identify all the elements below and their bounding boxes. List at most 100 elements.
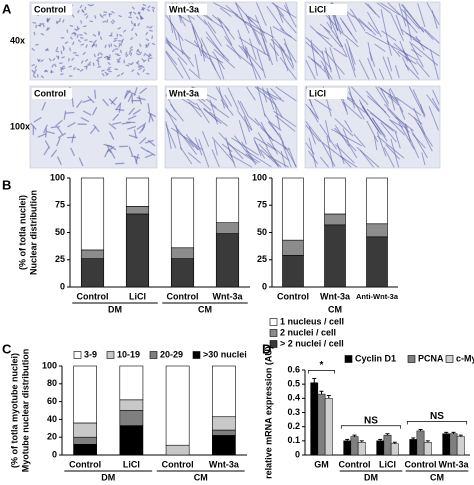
cell-texture: [397, 51, 412, 63]
cell-texture: [132, 109, 141, 115]
bar-segment: [212, 365, 236, 418]
x-tick-label: Control: [162, 459, 194, 469]
legend-label: > 2 nuclei / cell: [280, 338, 344, 348]
y-tick-label: 0.2: [287, 421, 300, 431]
cell-texture: [120, 49, 122, 54]
cell-texture: [218, 18, 230, 32]
cell-texture: [102, 98, 109, 107]
cell-texture: [198, 139, 210, 168]
bar-segment: [119, 410, 144, 426]
cell-texture: [339, 17, 353, 36]
cell-texture: [137, 22, 141, 27]
cell-texture: [238, 37, 269, 57]
legend-swatch: [407, 355, 416, 363]
cell-texture: [238, 120, 247, 145]
bar-segment: [80, 249, 105, 259]
cell-texture: [71, 97, 74, 108]
cell-texture: [146, 8, 151, 12]
bar-segment: [170, 247, 195, 259]
cell-texture: [91, 44, 95, 48]
cell-texture: [135, 16, 139, 20]
cell-texture: [79, 4, 83, 9]
cell-texture: [147, 139, 156, 147]
cell-texture: [171, 127, 187, 139]
cell-texture: [231, 137, 259, 156]
cell-texture: [211, 137, 235, 164]
bar-segment: [212, 416, 236, 431]
cell-texture: [138, 95, 142, 105]
cell-texture: [266, 6, 285, 32]
cell-texture: [138, 125, 146, 134]
cell-texture: [92, 106, 98, 116]
bar: [442, 433, 451, 456]
cell-texture: [119, 42, 123, 46]
cell-texture: [409, 41, 424, 68]
panel-label: D: [262, 341, 271, 356]
cell-texture: [82, 52, 86, 55]
cell-texture: [98, 32, 101, 36]
cell-texture: [112, 121, 122, 125]
cell-texture: [120, 40, 123, 44]
cell-texture: [283, 42, 297, 63]
cell-texture: [383, 147, 395, 168]
cell-texture: [87, 3, 92, 7]
cell-texture: [258, 143, 282, 168]
y-tick-label: 0.6: [287, 364, 300, 374]
cell-texture: [211, 149, 220, 168]
cell-texture: [285, 2, 291, 16]
legend-swatch: [344, 355, 353, 363]
x-tick-label: LiCl: [379, 459, 396, 469]
cell-texture: [342, 98, 349, 115]
cell-texture: [50, 149, 57, 158]
cell-texture: [246, 86, 256, 101]
x-tick-label: Control: [277, 291, 309, 301]
cell-texture: [193, 40, 207, 59]
image-label: LiCl: [309, 4, 326, 14]
annotation: *: [320, 360, 324, 371]
cell-texture: [235, 2, 253, 23]
cell-texture: [405, 123, 411, 143]
cell-texture: [73, 32, 77, 35]
cell-texture: [323, 27, 342, 48]
cell-texture: [47, 17, 51, 22]
y-tick-label: 0: [52, 449, 57, 459]
cell-texture: [268, 121, 282, 131]
cell-texture: [135, 153, 139, 163]
cell-texture: [44, 140, 51, 149]
cell-texture: [84, 58, 88, 62]
cell-texture: [367, 11, 382, 38]
bar-segment: [119, 425, 144, 456]
cell-texture: [319, 156, 329, 168]
cell-texture: [275, 86, 297, 102]
cell-texture: [373, 135, 378, 151]
x-tick-label: LiCl: [129, 291, 146, 301]
image-label-bg: [167, 88, 207, 99]
cell-texture: [107, 66, 112, 69]
cell-texture: [417, 3, 426, 28]
cell-texture: [74, 28, 78, 32]
cell-texture: [60, 50, 63, 55]
cell-texture: [413, 116, 433, 147]
cell-texture: [128, 11, 133, 14]
cell-texture: [107, 62, 111, 65]
cell-texture: [40, 33, 45, 36]
cell-texture: [308, 150, 318, 165]
x-tick-label: Anti-Wnt-3a: [356, 292, 399, 301]
row-label: 40x: [10, 35, 25, 45]
cell-texture: [110, 32, 113, 36]
bar-segment: [366, 223, 388, 238]
cell-texture: [279, 133, 287, 151]
cell-texture: [218, 86, 225, 109]
cell-texture: [341, 156, 352, 168]
cell-texture: [386, 40, 401, 57]
cell-texture: [136, 123, 145, 130]
y-tick-label: 40: [47, 414, 57, 424]
cell-texture: [78, 157, 84, 167]
panel-label: B: [2, 177, 11, 192]
cell-texture: [339, 155, 358, 168]
cell-texture: [56, 46, 59, 51]
cell-texture: [426, 94, 440, 112]
cell-texture: [82, 110, 92, 116]
cell-texture: [128, 146, 133, 156]
cell-texture: [125, 64, 130, 67]
